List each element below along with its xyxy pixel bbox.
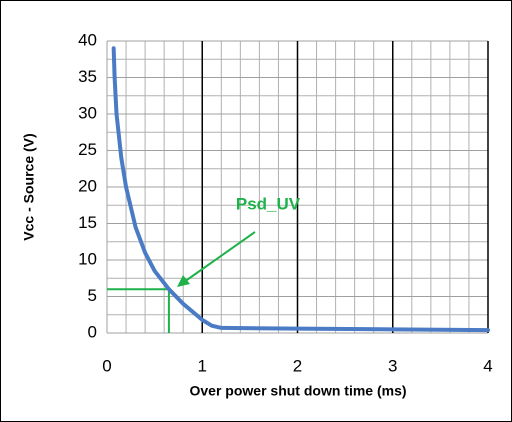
grid: 0 5 10 15 20 25 30 35 40 0 1 2 3 4 xyxy=(78,30,493,375)
y-tick-label: 0 xyxy=(88,322,97,341)
x-tick-label: 0 xyxy=(102,356,111,375)
y-tick-label: 20 xyxy=(78,176,97,195)
annotation-arrow xyxy=(183,231,256,283)
y-tick-label: 25 xyxy=(78,140,97,159)
y-tick-label: 10 xyxy=(78,249,97,268)
x-tick-label: 2 xyxy=(293,356,302,375)
x-tick-label: 4 xyxy=(483,356,492,375)
y-tick-label: 40 xyxy=(78,30,97,49)
y-tick-label: 15 xyxy=(78,213,97,232)
x-axis-label: Over power shut down time (ms) xyxy=(189,383,406,399)
y-axis-label: Vcc - Source (V) xyxy=(21,133,37,240)
line-series xyxy=(111,46,490,333)
y-tick-label: 30 xyxy=(78,103,97,122)
y-tick-label: 5 xyxy=(88,286,97,305)
annotation-text: Psd_UV xyxy=(236,194,301,213)
y-tick-label: 35 xyxy=(78,67,97,86)
marks xyxy=(107,46,490,333)
x-tick-label: 1 xyxy=(198,356,207,375)
x-tick-label: 3 xyxy=(388,356,397,375)
annotation-arrowhead xyxy=(177,275,190,287)
